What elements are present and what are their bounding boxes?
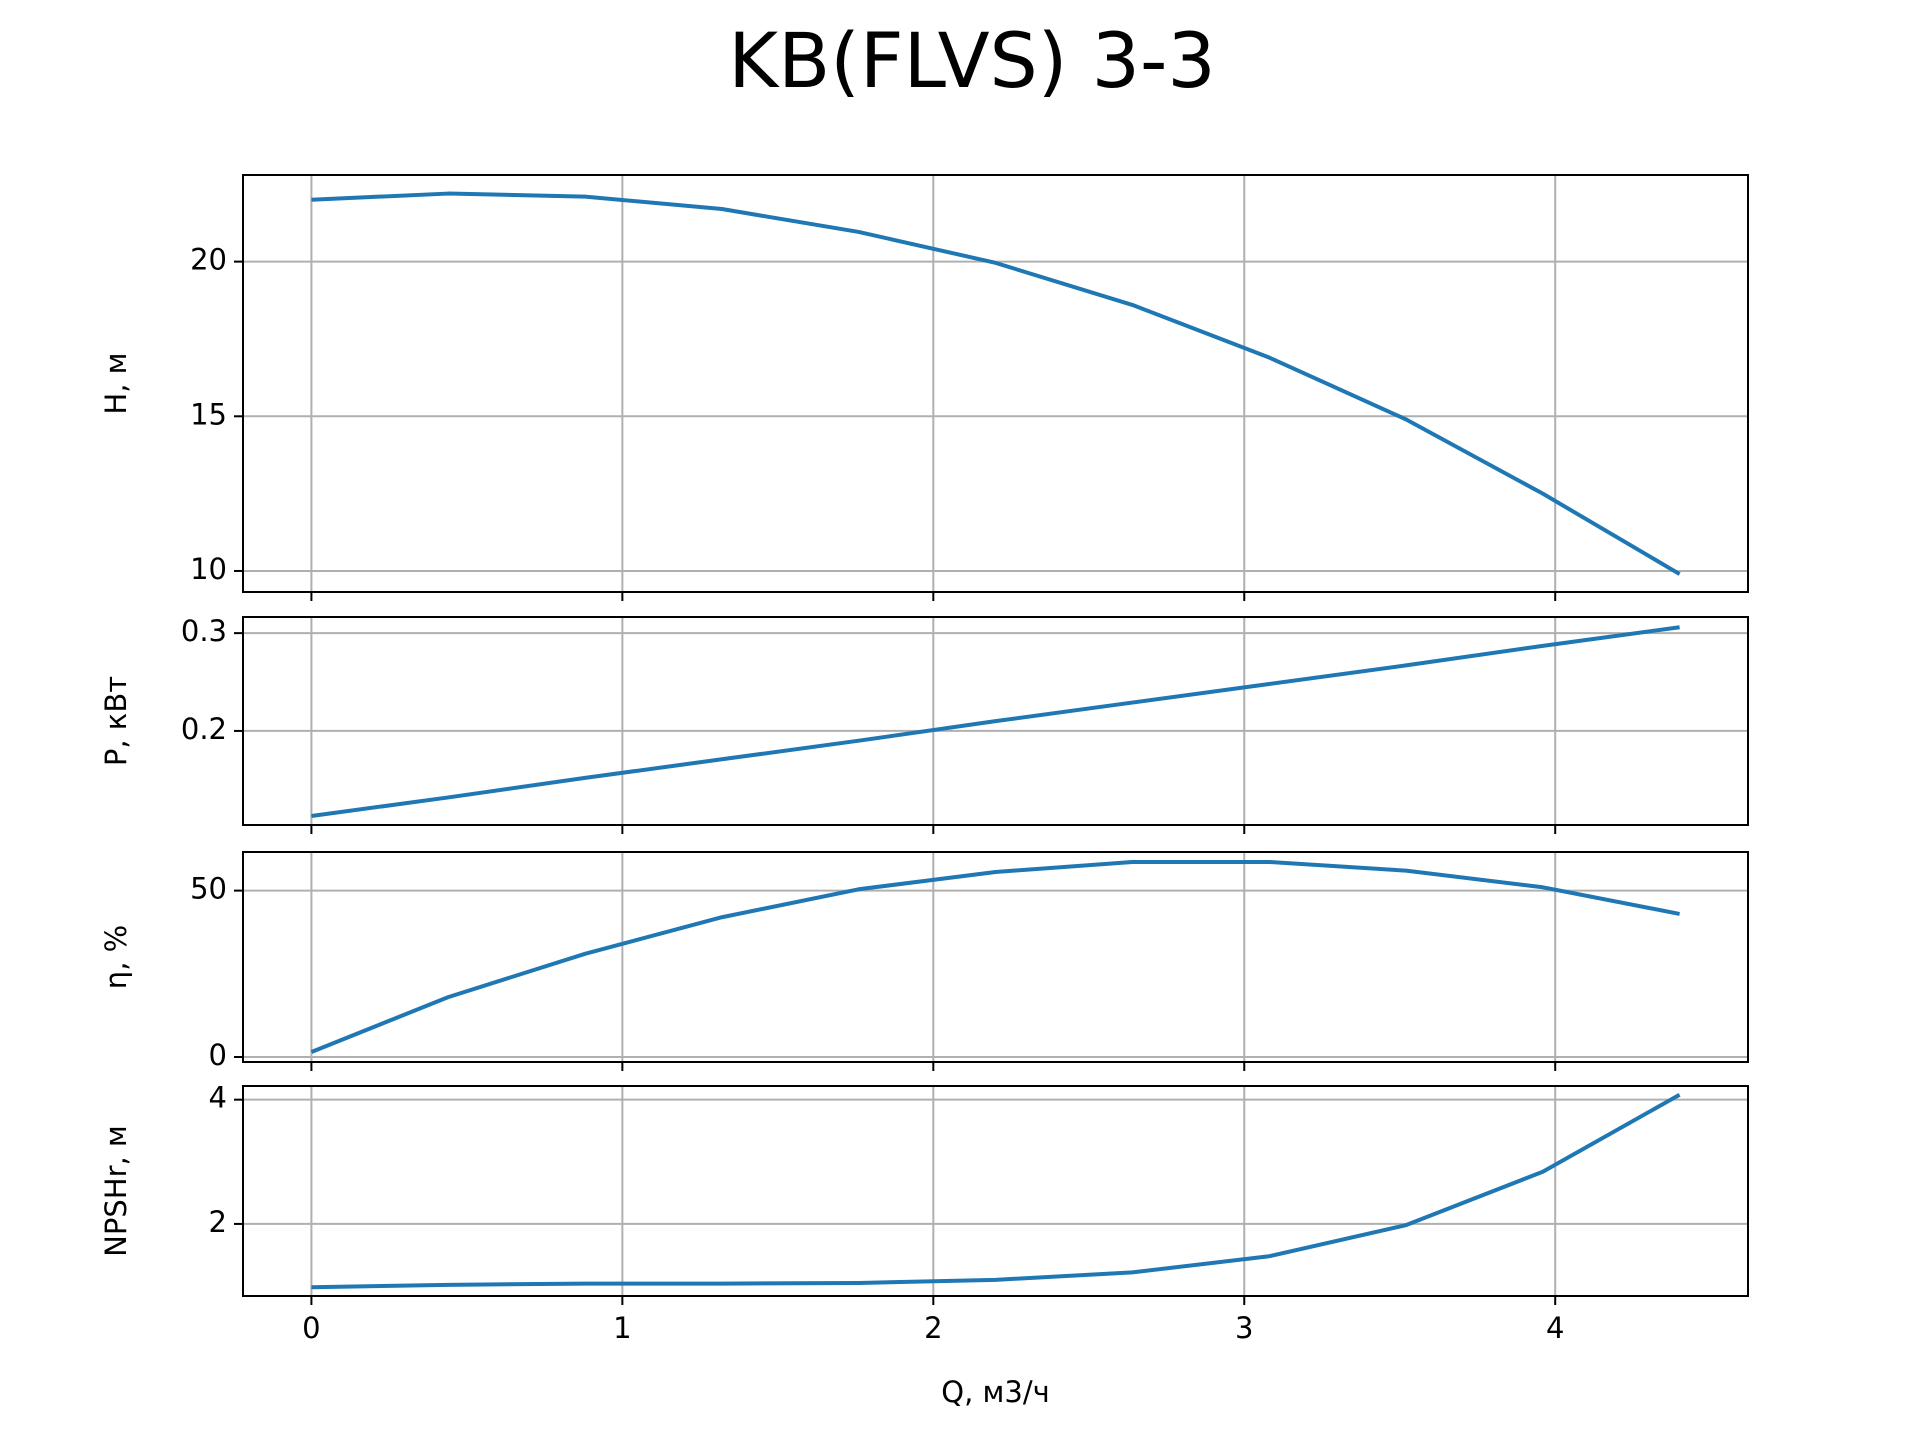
axes-frame	[242, 174, 1749, 593]
x-axis-label: Q, м3/ч	[941, 1375, 1050, 1409]
data-line	[311, 1092, 1681, 1290]
axes-frame	[242, 616, 1749, 826]
y-tick-label: 0	[209, 1038, 227, 1072]
y-axis-label: η, %	[99, 925, 133, 989]
axes-frame	[242, 851, 1749, 1063]
y-axis-label: H, м	[99, 352, 133, 414]
y-tick-label: 0.2	[181, 712, 227, 746]
y-axis-label: P, кВт	[99, 676, 133, 766]
y-axis-label: NPSHr, м	[99, 1125, 133, 1257]
data-line	[311, 191, 1681, 576]
figure-title: KB(FLVS) 3-3	[728, 16, 1216, 105]
y-tick-label: 2	[209, 1205, 227, 1239]
y-tick-label: 0.3	[181, 614, 227, 648]
y-tick-label: 4	[209, 1081, 227, 1115]
axes-frame	[242, 1085, 1749, 1297]
x-tick-label: 2	[924, 1311, 942, 1345]
y-tick-label: 10	[190, 552, 227, 586]
y-tick-label: 50	[190, 872, 227, 906]
y-tick-label: 15	[190, 397, 227, 431]
x-tick-label: 1	[613, 1311, 631, 1345]
x-tick-label: 4	[1546, 1311, 1564, 1345]
x-tick-label: 3	[1235, 1311, 1253, 1345]
y-tick-label: 20	[190, 243, 227, 277]
data-line	[311, 625, 1680, 818]
data-line	[310, 859, 1680, 1054]
x-tick-label: 0	[302, 1311, 320, 1345]
